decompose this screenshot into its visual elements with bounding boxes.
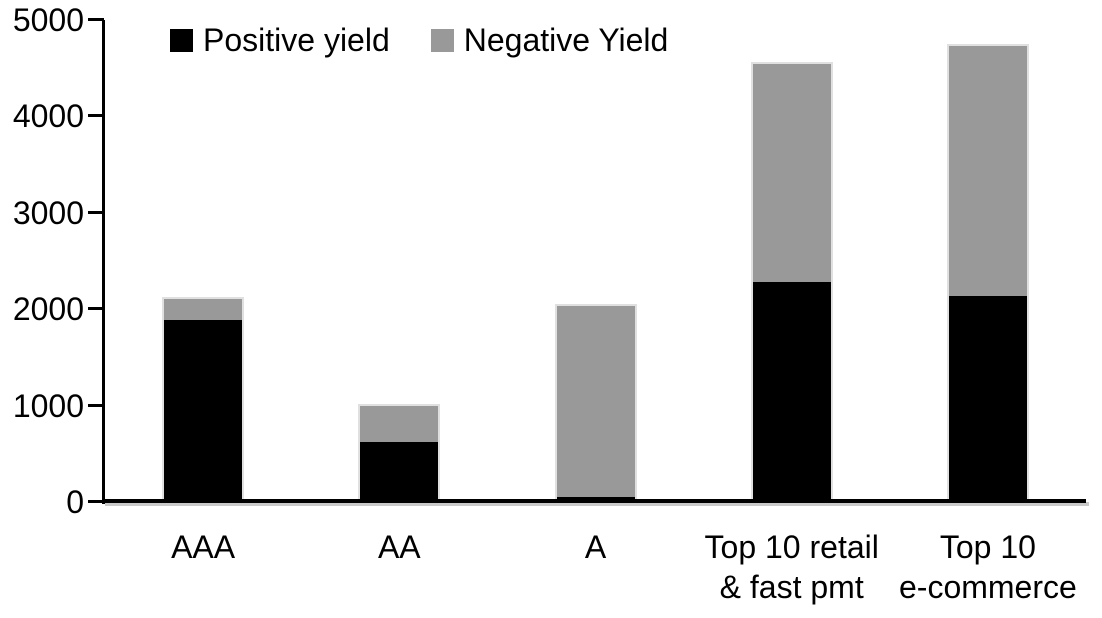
y-tick-mark xyxy=(88,210,104,214)
legend-label-positive: Positive yield xyxy=(203,22,390,58)
bar-stack-aaa xyxy=(162,296,245,504)
bar-stack-top-10-e-commerce xyxy=(946,44,1029,504)
chart-legend: Positive yield Negative Yield xyxy=(170,24,668,56)
bar-stack-top-10-retail-fast-pmt xyxy=(750,62,833,504)
y-tick-label: 0 xyxy=(66,484,84,520)
x-axis-line xyxy=(102,499,1086,503)
y-tick-label: 2000 xyxy=(12,291,84,328)
legend-label-negative: Negative Yield xyxy=(463,22,669,58)
x-category-label-line: Top 10 retail xyxy=(704,529,879,565)
y-tick-label: 5000 xyxy=(12,2,84,38)
y-tick-label: 1000 xyxy=(12,387,84,424)
legend-swatch-positive-icon xyxy=(170,28,193,52)
bar-stack-aa xyxy=(358,403,441,504)
legend-swatch-negative-icon xyxy=(430,28,454,52)
y-tick-mark xyxy=(88,114,104,118)
y-axis-line xyxy=(102,20,105,504)
bar-segment-negative-yield xyxy=(752,64,831,283)
x-category-label: A xyxy=(466,527,726,567)
x-category-label-line: e-commerce xyxy=(898,569,1077,605)
x-category-label-line: A xyxy=(584,529,607,565)
x-category-label: Top 10 retail & fast pmt xyxy=(662,527,922,607)
bar-segment-negative-yield xyxy=(948,46,1027,296)
bar-segment-negative-yield xyxy=(556,306,635,498)
x-category-label: AAA xyxy=(73,527,333,567)
x-category-label: Top 10 e-commerce xyxy=(858,527,1102,607)
bar-segment-negative-yield xyxy=(164,298,243,320)
y-tick-mark xyxy=(88,500,104,503)
y-tick-mark xyxy=(88,307,104,311)
legend-item-positive-yield: Positive yield xyxy=(170,24,390,56)
y-tick-label: 3000 xyxy=(12,194,84,231)
legend-item-negative-yield: Negative Yield xyxy=(430,22,669,58)
bar-segment-positive-yield xyxy=(752,282,831,502)
bar-segment-positive-yield xyxy=(948,295,1027,502)
x-category-label-line: AAA xyxy=(171,529,236,565)
bar-segment-positive-yield xyxy=(360,442,439,502)
bar-stack-a xyxy=(554,304,637,504)
y-tick-mark xyxy=(88,18,104,21)
y-tick-label: 4000 xyxy=(12,98,84,135)
x-category-label: AA xyxy=(269,527,529,567)
x-category-label-line: Top 10 xyxy=(939,529,1036,565)
bar-segment-negative-yield xyxy=(360,405,439,443)
x-category-label-line: AA xyxy=(377,529,421,565)
x-category-label-line: & fast pmt xyxy=(719,569,864,605)
y-tick-mark xyxy=(88,403,104,407)
bar-segment-positive-yield xyxy=(164,319,243,502)
